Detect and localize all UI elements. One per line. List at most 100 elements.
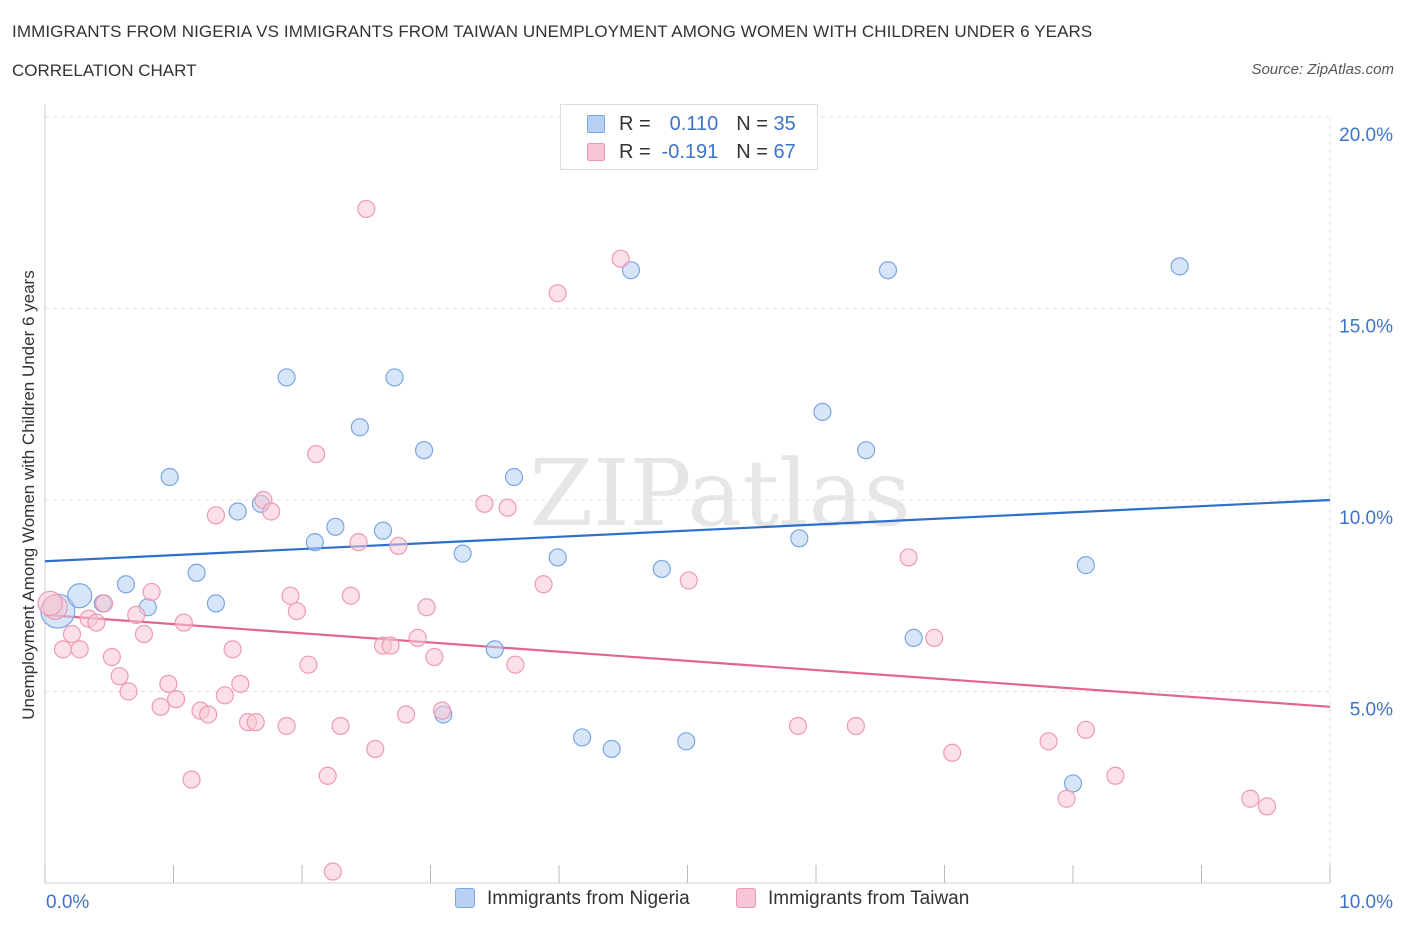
- point-nigeria: [1063, 774, 1083, 793]
- point-taiwan: [1241, 789, 1260, 808]
- data-points: [37, 199, 1277, 881]
- trend-lines: [44, 498, 1331, 708]
- nigeria-n-value: 35: [773, 113, 796, 135]
- watermark: ZIPatlas: [529, 440, 910, 547]
- point-taiwan: [506, 655, 525, 674]
- x-tick-label: 0.0%: [46, 892, 89, 913]
- point-taiwan: [318, 766, 337, 785]
- point-nigeria: [904, 628, 923, 647]
- point-taiwan: [943, 743, 962, 762]
- taiwan-r-label: R =: [619, 141, 651, 163]
- point-taiwan: [611, 249, 630, 268]
- trend-line-nigeria: [44, 498, 1331, 563]
- point-taiwan: [1076, 720, 1095, 739]
- point-taiwan: [475, 494, 494, 513]
- point-nigeria: [790, 529, 809, 548]
- point-nigeria: [116, 575, 136, 594]
- point-taiwan: [262, 502, 281, 521]
- point-taiwan: [174, 613, 193, 632]
- point-nigeria: [1170, 257, 1189, 276]
- point-taiwan: [899, 548, 918, 567]
- chart-subtitle: CORRELATION CHART: [12, 61, 197, 80]
- point-taiwan: [215, 686, 234, 705]
- point-nigeria: [813, 402, 832, 422]
- nigeria-n-label: N =: [736, 113, 768, 135]
- point-taiwan: [110, 667, 129, 686]
- point-taiwan: [287, 601, 306, 621]
- point-nigeria: [621, 261, 641, 280]
- point-nigeria: [652, 559, 671, 579]
- point-taiwan: [1057, 789, 1076, 808]
- point-taiwan: [548, 284, 567, 303]
- gridlines: [45, 116, 1331, 883]
- point-nigeria: [453, 544, 472, 563]
- x-tick-label: 10.0%: [1339, 892, 1393, 913]
- taiwan-n-label: N =: [736, 141, 768, 163]
- point-taiwan: [307, 444, 326, 464]
- point-taiwan: [159, 674, 178, 693]
- point-taiwan: [381, 636, 400, 655]
- axes: [44, 104, 1331, 884]
- trend-line-taiwan: [44, 613, 1331, 708]
- y-tick-label: 20.0%: [1339, 125, 1393, 146]
- point-nigeria: [602, 739, 621, 759]
- point-taiwan: [53, 640, 73, 659]
- point-nigeria: [414, 441, 434, 460]
- y-tick-label: 5.0%: [1350, 700, 1393, 721]
- point-taiwan: [246, 713, 265, 732]
- point-nigeria: [878, 261, 898, 280]
- point-taiwan: [182, 770, 201, 789]
- point-taiwan: [432, 701, 452, 720]
- point-taiwan: [102, 647, 121, 667]
- legend-row-nigeria: R = 0.110 N = 35: [587, 110, 796, 138]
- point-nigeria: [350, 418, 369, 437]
- y-tick-label: 15.0%: [1339, 317, 1393, 338]
- point-taiwan: [425, 647, 444, 667]
- point-taiwan: [349, 533, 368, 552]
- point-taiwan: [408, 628, 427, 647]
- point-nigeria: [67, 583, 93, 609]
- point-nigeria: [1076, 556, 1095, 575]
- point-taiwan: [498, 498, 517, 517]
- y-tick-label: 10.0%: [1339, 508, 1393, 529]
- point-taiwan: [788, 716, 808, 736]
- point-nigeria: [548, 548, 567, 567]
- point-nigeria: [504, 467, 524, 487]
- nigeria-legend-label: Immigrants from Nigeria: [487, 888, 690, 909]
- point-taiwan: [534, 575, 553, 594]
- point-taiwan: [223, 640, 242, 659]
- chart-title: IMMIGRANTS FROM NIGERIA VS IMMIGRANTS FR…: [12, 22, 1093, 41]
- point-taiwan: [389, 536, 408, 556]
- taiwan-r-value: -0.191: [661, 141, 719, 163]
- taiwan-n-value: 67: [773, 141, 796, 163]
- source-label: Source: ZipAtlas.com: [1251, 61, 1394, 78]
- point-taiwan: [62, 624, 82, 644]
- point-taiwan: [206, 506, 226, 525]
- point-taiwan: [37, 590, 63, 617]
- legend-item-taiwan[interactable]: Immigrants from Taiwan: [736, 888, 969, 910]
- point-nigeria: [160, 467, 179, 487]
- legend-item-nigeria[interactable]: Immigrants from Nigeria: [455, 888, 690, 910]
- point-nigeria: [277, 368, 296, 387]
- legend-row-taiwan: R = -0.191 N = 67: [587, 138, 796, 166]
- nigeria-swatch: [587, 115, 605, 133]
- tick-labels: 5.0% 10.0% 15.0% 20.0% 0.0% 10.0%: [46, 125, 1393, 913]
- point-nigeria: [385, 368, 404, 387]
- point-taiwan: [87, 613, 106, 632]
- taiwan-legend-swatch: [736, 888, 756, 908]
- point-nigeria: [228, 502, 247, 521]
- point-taiwan: [281, 586, 300, 605]
- point-taiwan: [331, 716, 350, 736]
- point-taiwan: [299, 655, 318, 674]
- point-nigeria: [206, 594, 226, 613]
- point-taiwan: [846, 716, 865, 736]
- point-taiwan: [1257, 797, 1277, 816]
- point-taiwan: [357, 199, 376, 219]
- nigeria-r-label: R =: [619, 113, 651, 135]
- point-taiwan: [1039, 732, 1058, 751]
- point-nigeria: [326, 517, 345, 536]
- point-taiwan: [166, 690, 186, 709]
- taiwan-swatch: [587, 143, 605, 161]
- point-nigeria: [857, 441, 876, 460]
- point-taiwan: [366, 739, 385, 759]
